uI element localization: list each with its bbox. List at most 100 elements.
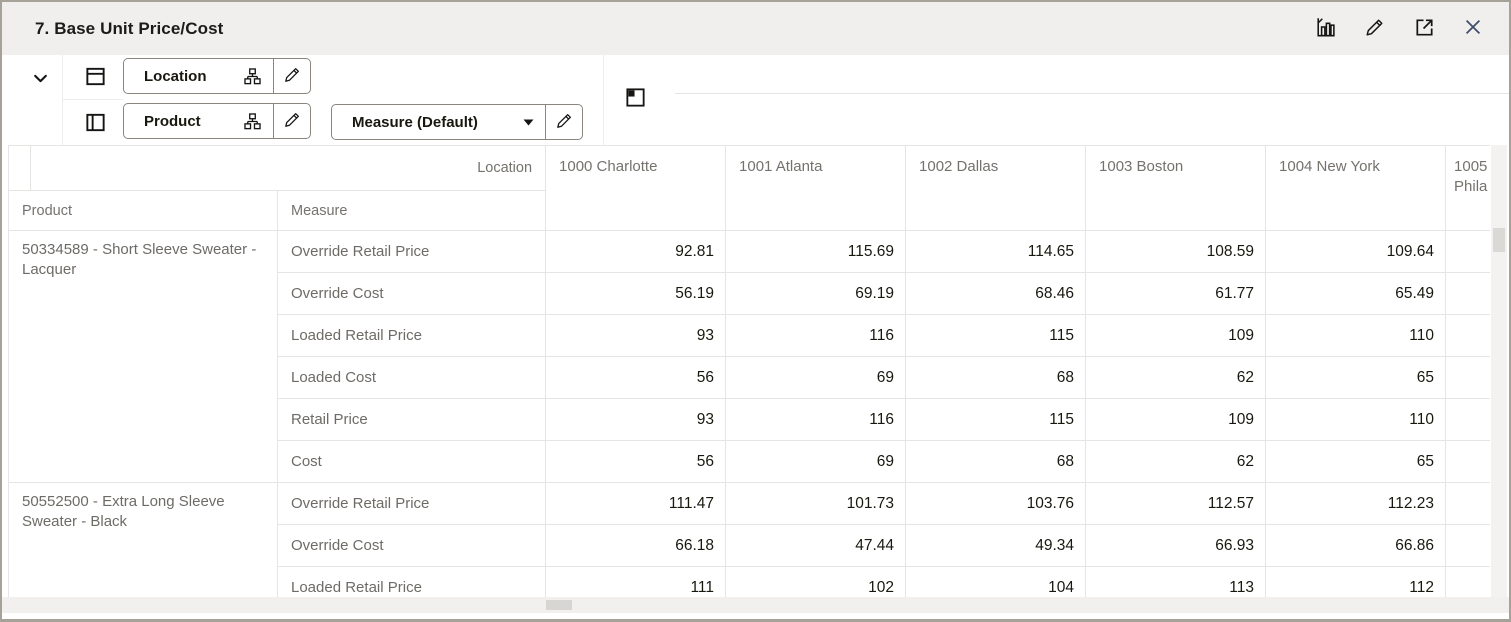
table-row: Retail Price 93 116 115 109 110 [9, 398, 1490, 441]
columns-axis-icon [83, 64, 107, 88]
data-cell[interactable]: 115.69 [725, 230, 906, 273]
column-header[interactable]: 1004 New York [1265, 145, 1446, 231]
measure-row-header[interactable]: Loaded Retail Price [276, 314, 546, 357]
data-cell[interactable]: 65 [1265, 356, 1446, 399]
measure-axis-tile[interactable]: Measure (Default) [331, 104, 583, 140]
table-row: Loaded Retail Price 93 116 115 109 110 [9, 314, 1490, 357]
measure-row-header[interactable]: Cost [276, 440, 546, 483]
product-row-header[interactable]: 50552500 - Extra Long Sleeve Sweater - B… [8, 482, 278, 597]
data-cell[interactable]: 61.77 [1085, 272, 1266, 315]
data-cell[interactable]: 115 [905, 398, 1086, 441]
data-cell[interactable]: 104 [905, 566, 1086, 597]
data-cell[interactable]: 114.65 [905, 230, 1086, 273]
measure-row-header[interactable]: Override Retail Price [276, 230, 546, 273]
page-axis-button[interactable] [622, 86, 648, 112]
measure-row-header[interactable]: Override Retail Price [276, 482, 546, 525]
data-cell[interactable]: 68 [905, 356, 1086, 399]
data-cell[interactable]: 56 [545, 440, 726, 483]
data-cell[interactable] [1445, 230, 1490, 273]
measure-row-header[interactable]: Override Cost [276, 272, 546, 315]
data-cell[interactable]: 116 [725, 398, 906, 441]
data-cell[interactable]: 66.86 [1265, 524, 1446, 567]
column-header[interactable]: 1002 Dallas [905, 145, 1086, 231]
data-cell[interactable]: 68.46 [905, 272, 1086, 315]
data-cell[interactable]: 102 [725, 566, 906, 597]
expand-window-button[interactable] [1410, 15, 1438, 43]
horizontal-scrollbar[interactable] [2, 597, 1509, 613]
vertical-scrollbar-thumb[interactable] [1493, 228, 1505, 252]
collapse-toolbar-button[interactable] [28, 68, 52, 92]
titlebar: 7. Base Unit Price/Cost [2, 2, 1509, 55]
page-axis-drop-line [675, 93, 1509, 94]
measure-row-header[interactable]: Loaded Retail Price [276, 566, 546, 597]
location-edit-button[interactable] [274, 59, 310, 93]
data-cell[interactable]: 113 [1085, 566, 1266, 597]
column-header[interactable]: 1000 Charlotte [545, 145, 726, 231]
data-cell[interactable]: 109 [1085, 314, 1266, 357]
data-cell[interactable] [1445, 272, 1490, 315]
data-cell[interactable]: 69 [725, 440, 906, 483]
data-cell[interactable]: 112 [1265, 566, 1446, 597]
measure-row-header[interactable]: Override Cost [276, 524, 546, 567]
vertical-scrollbar[interactable] [1491, 145, 1507, 597]
data-cell[interactable] [1445, 566, 1490, 597]
data-cell[interactable]: 110 [1265, 314, 1446, 357]
data-cell[interactable]: 49.34 [905, 524, 1086, 567]
column-header[interactable]: 1005 Phila [1445, 145, 1490, 231]
data-cell[interactable]: 69.19 [725, 272, 906, 315]
data-cell[interactable]: 62 [1085, 356, 1266, 399]
data-cell[interactable] [1445, 356, 1490, 399]
data-cell[interactable]: 68 [905, 440, 1086, 483]
pivot-layout-icon [624, 86, 647, 112]
data-cell[interactable]: 112.23 [1265, 482, 1446, 525]
edit-view-button[interactable] [1361, 15, 1389, 43]
data-cell[interactable] [1445, 524, 1490, 567]
tile-divider [273, 59, 274, 93]
column-header[interactable]: 1003 Boston [1085, 145, 1266, 231]
data-cell[interactable]: 47.44 [725, 524, 906, 567]
data-cell[interactable] [1445, 314, 1490, 357]
table-row: Loaded Cost 56 69 68 62 65 [9, 356, 1490, 399]
measure-dimension-label: Measure [276, 190, 546, 231]
product-axis-tile[interactable]: Product [123, 103, 311, 139]
product-edit-button[interactable] [274, 104, 310, 138]
data-cell[interactable] [1445, 398, 1490, 441]
data-cell[interactable]: 65.49 [1265, 272, 1446, 315]
data-cell[interactable]: 66.18 [545, 524, 726, 567]
data-cell[interactable]: 108.59 [1085, 230, 1266, 273]
corner-gutter [8, 145, 31, 191]
data-cell[interactable]: 109.64 [1265, 230, 1446, 273]
data-cell[interactable]: 116 [725, 314, 906, 357]
data-cell[interactable] [1445, 440, 1490, 483]
data-cell[interactable]: 111.47 [545, 482, 726, 525]
data-cell[interactable]: 93 [545, 314, 726, 357]
table-row: Cost 56 69 68 62 65 [9, 440, 1490, 483]
data-cell[interactable] [1445, 482, 1490, 525]
data-cell[interactable]: 115 [905, 314, 1086, 357]
location-axis-tile[interactable]: Location [123, 58, 311, 94]
close-button[interactable] [1459, 15, 1487, 43]
data-cell[interactable]: 69 [725, 356, 906, 399]
data-cell[interactable]: 65 [1265, 440, 1446, 483]
data-cell[interactable]: 101.73 [725, 482, 906, 525]
measure-row-header[interactable]: Loaded Cost [276, 356, 546, 399]
location-tile-label: Location [144, 67, 207, 85]
horizontal-scrollbar-thumb[interactable] [546, 600, 572, 610]
data-cell[interactable]: 56 [545, 356, 726, 399]
data-cell[interactable]: 66.93 [1085, 524, 1266, 567]
data-cell[interactable]: 111 [545, 566, 726, 597]
measure-edit-button[interactable] [546, 105, 582, 139]
data-cell[interactable]: 56.19 [545, 272, 726, 315]
data-cell[interactable]: 103.76 [905, 482, 1086, 525]
data-cell[interactable]: 112.57 [1085, 482, 1266, 525]
tile-divider [273, 104, 274, 138]
column-header[interactable]: 1001 Atlanta [725, 145, 906, 231]
measure-row-header[interactable]: Retail Price [276, 398, 546, 441]
product-row-header[interactable]: 50334589 - Short Sleeve Sweater - Lacque… [8, 230, 278, 483]
data-cell[interactable]: 62 [1085, 440, 1266, 483]
data-cell[interactable]: 109 [1085, 398, 1266, 441]
data-cell[interactable]: 93 [545, 398, 726, 441]
data-cell[interactable]: 110 [1265, 398, 1446, 441]
data-cell[interactable]: 92.81 [545, 230, 726, 273]
chart-view-button[interactable] [1312, 15, 1340, 43]
